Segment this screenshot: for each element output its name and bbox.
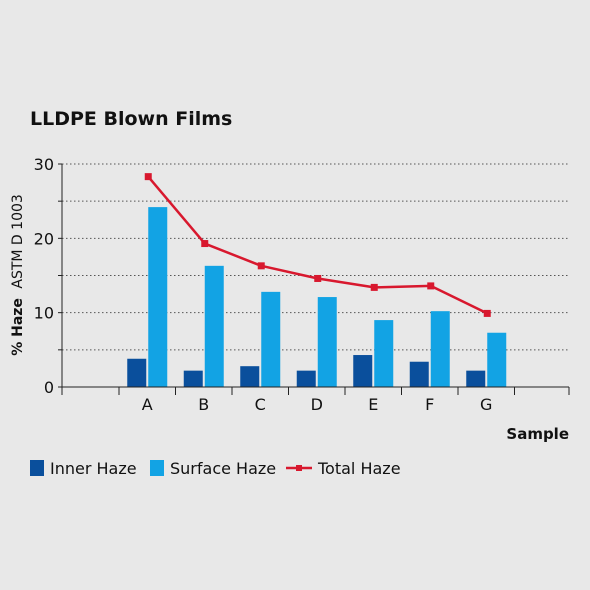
bar-inner-haze-g xyxy=(466,370,486,387)
legend-swatch-surface-haze xyxy=(150,460,164,476)
chart-title: LLDPE Blown Films xyxy=(30,108,232,130)
bars xyxy=(127,207,507,387)
x-axis-categories: A B C D E F G xyxy=(142,395,493,414)
total-haze-marker-g xyxy=(483,309,491,317)
x-tick-label: A xyxy=(142,395,153,414)
x-tick-label: E xyxy=(368,395,378,414)
y-axis-ticks: 0 10 20 30 xyxy=(34,155,62,397)
bar-inner-haze-a xyxy=(127,358,147,387)
bar-inner-haze-e xyxy=(353,355,373,387)
bar-surface-haze-f xyxy=(430,311,450,387)
y-tick-label: 20 xyxy=(34,229,54,248)
bar-surface-haze-a xyxy=(148,207,168,387)
y-axis-label: % Haze ASTM D 1003 xyxy=(10,194,26,356)
x-tick-label: D xyxy=(311,395,323,414)
gridlines xyxy=(62,163,569,351)
total-haze-marker-e xyxy=(370,283,378,291)
legend-label-total-haze: Total Haze xyxy=(317,459,401,478)
total-haze-marker-c xyxy=(257,262,265,270)
bar-inner-haze-b xyxy=(183,370,203,387)
legend: Inner Haze Surface Haze Total Haze xyxy=(30,459,401,478)
total-haze-polyline xyxy=(147,175,488,315)
x-axis-label: Sample xyxy=(506,425,569,443)
total-haze-line xyxy=(144,173,491,317)
axes xyxy=(61,164,570,395)
bar-inner-haze-d xyxy=(296,370,316,387)
total-haze-marker-f xyxy=(427,282,435,290)
bar-surface-haze-d xyxy=(317,297,337,387)
total-haze-marker-a xyxy=(144,173,152,181)
bar-surface-haze-g xyxy=(487,332,507,387)
y-tick-label: 10 xyxy=(34,304,54,323)
bar-surface-haze-c xyxy=(261,291,281,387)
bar-inner-haze-c xyxy=(240,366,260,387)
total-haze-marker-d xyxy=(314,274,322,282)
legend-label-surface-haze: Surface Haze xyxy=(170,459,276,478)
bar-surface-haze-e xyxy=(374,320,394,387)
total-haze-marker-b xyxy=(201,240,209,248)
x-tick-label: F xyxy=(425,395,434,414)
legend-marker-total-haze xyxy=(296,465,302,471)
legend-label-inner-haze: Inner Haze xyxy=(50,459,137,478)
x-tick-label: B xyxy=(198,395,209,414)
legend-swatch-inner-haze xyxy=(30,460,44,476)
x-tick-label: G xyxy=(480,395,492,414)
y-axis-label-bold: % Haze xyxy=(10,298,26,356)
bar-inner-haze-f xyxy=(409,361,429,387)
y-tick-label: 30 xyxy=(34,155,54,174)
y-axis-label-rest: ASTM D 1003 xyxy=(10,194,26,288)
x-tick-label: C xyxy=(255,395,266,414)
y-tick-label: 0 xyxy=(44,378,54,397)
bar-surface-haze-b xyxy=(204,265,224,387)
